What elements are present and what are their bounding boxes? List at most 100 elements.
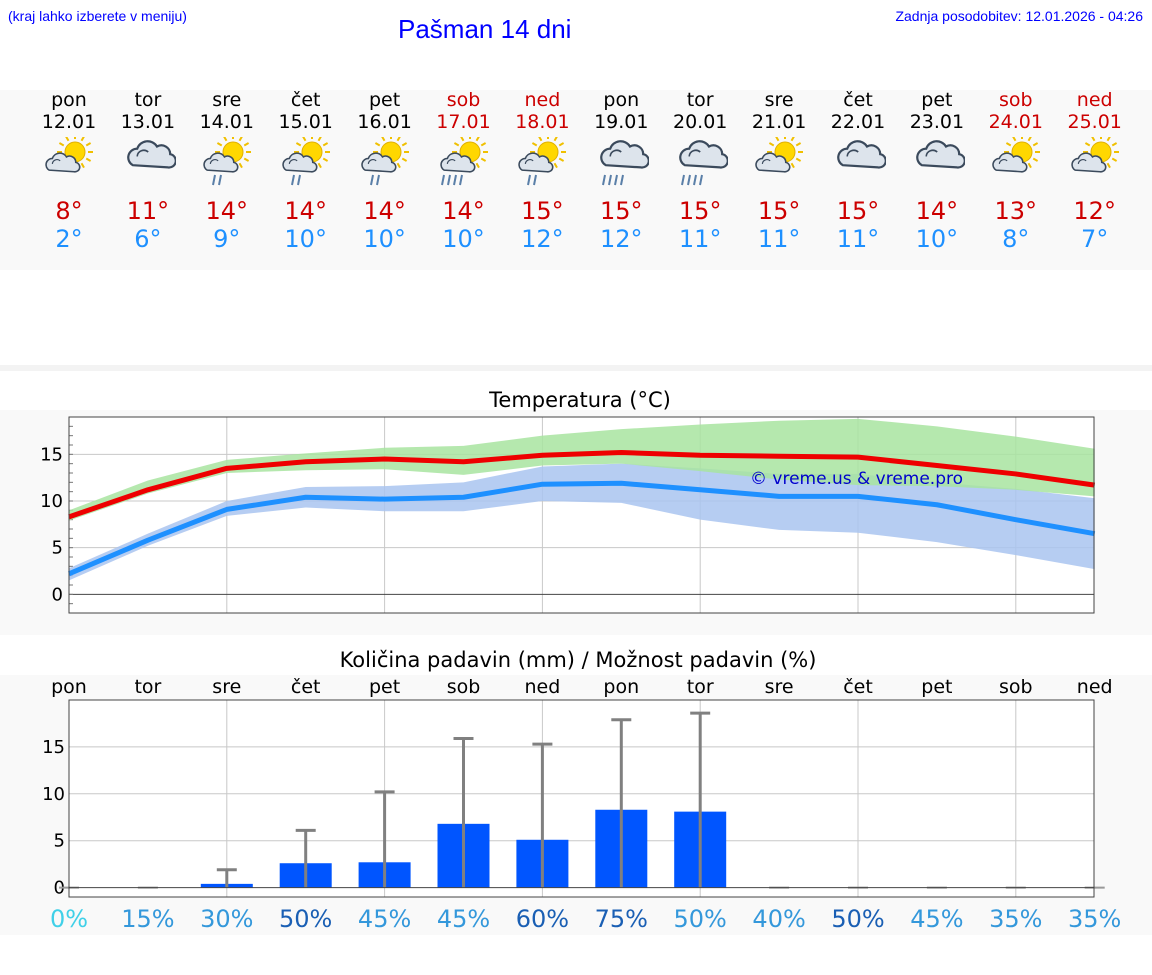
precip-probability: 35%: [1068, 905, 1121, 933]
y-tick-label: 5: [54, 831, 65, 852]
y-tick-label: 15: [42, 737, 65, 758]
y-tick-label: 15: [40, 444, 63, 465]
temp-min: 2°: [55, 225, 83, 253]
day-date: 13.01: [120, 111, 176, 133]
day-name: sob: [446, 89, 481, 111]
day-name: sre: [764, 89, 794, 111]
day-column: pon 12.01 8° 2°: [24, 89, 114, 253]
day-column: ned 18.01 15° 12°: [497, 89, 587, 253]
temp-min: 10°: [915, 225, 959, 253]
max-temp-line: [68, 449, 1096, 520]
precip-probability: 50%: [279, 905, 332, 933]
day-column: pon 19.01 15° 12°: [576, 89, 666, 253]
plot-frame: [68, 699, 1095, 898]
day-date: 20.01: [672, 111, 728, 133]
temp-max: 14°: [284, 197, 327, 225]
day-column: pet 16.01 14° 10°: [340, 89, 430, 253]
day-column: tor 13.01 11° 6°: [103, 89, 193, 253]
precip-probability: 50%: [831, 905, 884, 933]
category-label: tor: [134, 676, 161, 698]
y-tick-label: 10: [42, 784, 65, 805]
day-column: pet 23.01 14° 10°: [892, 89, 982, 253]
temp-min: 11°: [678, 225, 722, 253]
day-date: 16.01: [357, 111, 412, 133]
day-name: tor: [686, 89, 714, 111]
category-label: čet: [843, 676, 873, 698]
min-temp-range-band: [69, 463, 1095, 581]
y-tick-label: 0: [52, 584, 63, 605]
day-date: 17.01: [436, 111, 491, 133]
day-column: čet 22.01 15° 11°: [813, 89, 903, 253]
category-label: sob: [999, 676, 1033, 698]
sun-cloud-icon: [755, 137, 804, 173]
precip-probability: 0%: [50, 905, 88, 933]
precip-probability: 45%: [437, 905, 490, 933]
precip-probability: 50%: [674, 905, 727, 933]
y-tick-label: 10: [40, 491, 63, 512]
temp-max: 15°: [757, 197, 801, 225]
precip-probability: 35%: [989, 905, 1042, 933]
precip-probability: 60%: [516, 905, 569, 933]
day-date: 21.01: [751, 111, 807, 133]
sun-cloud-rain-icon: [518, 137, 567, 186]
temp-max: 14°: [363, 197, 406, 225]
precip-probability: 75%: [595, 905, 648, 933]
day-name: tor: [134, 89, 162, 111]
page-title: Pašman 14 dni: [398, 14, 572, 44]
day-name: pet: [368, 89, 401, 111]
day-date: 15.01: [278, 111, 333, 133]
temp-min: 12°: [521, 225, 564, 253]
precip-probability: 40%: [752, 905, 805, 933]
y-tick-label: 5: [52, 538, 63, 559]
temp-max: 15°: [678, 197, 722, 225]
temp-max: 14°: [205, 197, 249, 225]
category-label: sre: [765, 676, 794, 698]
precipitation-chart: 051015pontorsrečetpetsobnedpontorsrečetp…: [42, 676, 1121, 933]
category-label: ned: [1077, 676, 1113, 698]
temp-max: 15°: [836, 197, 880, 225]
temp-min: 7°: [1081, 225, 1109, 253]
day-date: 12.01: [41, 111, 97, 133]
temp-min: 9°: [213, 225, 241, 253]
last-update: Zadnja posodobitev: 12.01.2026 - 04:26: [895, 8, 1143, 24]
separator-band: [0, 365, 1152, 371]
min-temp-line: [68, 480, 1096, 577]
day-date: 22.01: [830, 111, 886, 133]
watermark: © vreme.us & vreme.pro: [750, 469, 963, 489]
day-name: pon: [51, 89, 87, 111]
temp-min: 6°: [134, 225, 162, 253]
temp-min: 10°: [442, 225, 485, 253]
day-column: tor 20.01 15° 11°: [655, 89, 745, 253]
cloud-icon: [837, 140, 886, 169]
day-date: 14.01: [199, 111, 254, 133]
day-date: 23.01: [909, 111, 965, 133]
temp-min: 10°: [363, 225, 406, 253]
temp-max: 8°: [55, 197, 83, 225]
category-label: pon: [603, 676, 639, 698]
max-temp-range-band: [69, 418, 1095, 521]
plot-area: [69, 700, 1094, 897]
day-name: sob: [999, 89, 1033, 111]
sun-cloud-icon: [1070, 137, 1119, 173]
day-name: sre: [212, 89, 242, 111]
day-name: ned: [1076, 89, 1113, 111]
temp-min: 12°: [600, 225, 643, 253]
temperature-chart: 0 5 10 15 © vreme.us & vreme.pro: [40, 416, 1096, 614]
category-label: pon: [51, 676, 87, 698]
category-label: čet: [291, 676, 321, 698]
temp-min: 11°: [757, 225, 801, 253]
cloud-icon: [127, 140, 176, 169]
plot-frame: [68, 416, 1095, 614]
day-column: ned 25.01 12° 7°: [1050, 89, 1140, 253]
sun-cloud-rain-icon: [203, 137, 251, 186]
cloud-heavy-rain-icon: [600, 140, 650, 186]
temp-max: 12°: [1073, 197, 1116, 225]
category-label: tor: [687, 676, 714, 698]
temp-max: 15°: [521, 197, 564, 225]
sun-cloud-icon: [992, 137, 1040, 173]
temp-max: 11°: [126, 197, 170, 225]
sun-cloud-icon: [45, 137, 93, 173]
temp-min: 8°: [1002, 225, 1030, 253]
cloud-icon: [916, 140, 965, 169]
temp-max: 15°: [600, 197, 643, 225]
